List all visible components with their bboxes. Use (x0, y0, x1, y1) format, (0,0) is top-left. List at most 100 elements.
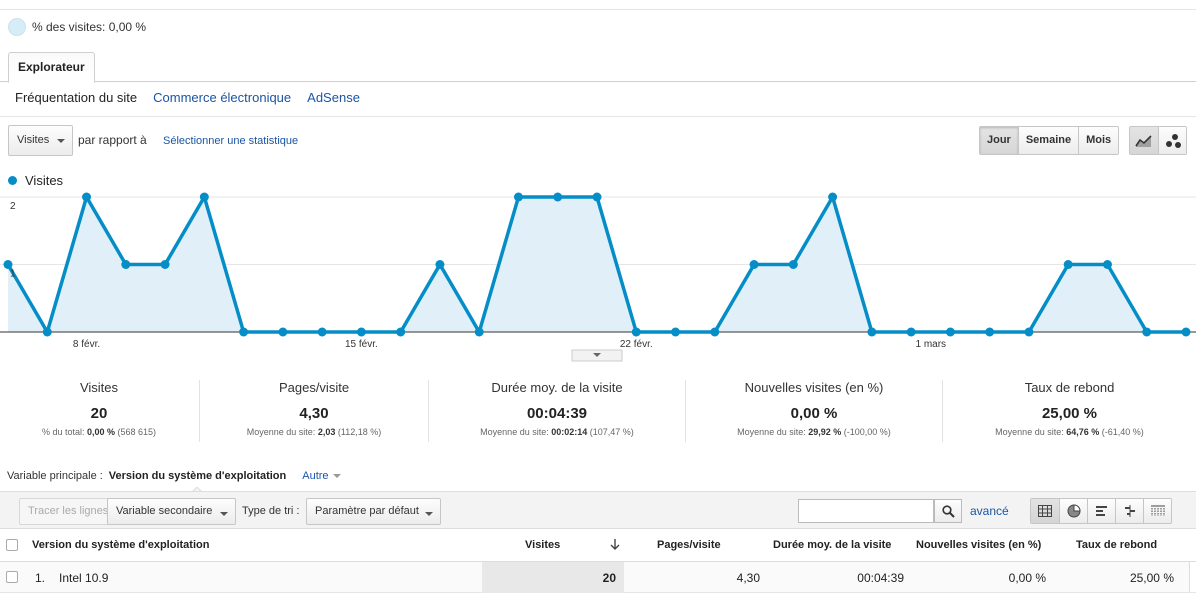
data-point[interactable] (121, 260, 131, 269)
metric-divider (199, 380, 200, 442)
col-nouvelles-visites[interactable]: Nouvelles visites (en %) (916, 539, 1042, 551)
chart-legend: Visites (8, 173, 63, 188)
table-search-input[interactable] (798, 499, 934, 523)
col-os[interactable]: Version du système d'exploitation (32, 539, 210, 551)
data-point[interactable] (278, 327, 288, 337)
row-checkbox[interactable] (6, 571, 18, 583)
data-point[interactable] (788, 260, 798, 269)
pie-view-button[interactable] (1059, 499, 1087, 523)
legend-dot-icon (8, 176, 17, 185)
data-point[interactable] (749, 260, 759, 269)
data-point[interactable] (1181, 327, 1191, 337)
col-taux-rebond[interactable]: Taux de rebond (1076, 539, 1158, 551)
row-visites: 20 (602, 571, 616, 585)
advanced-link[interactable]: avancé (970, 504, 1009, 518)
metric-divider (428, 380, 429, 442)
bar-icon (1095, 506, 1107, 516)
scrollbar[interactable] (1189, 562, 1196, 592)
primary-var-current[interactable]: Version du système d'exploitation (108, 470, 287, 482)
chart-controls: Visites par rapport à Sélectionner une s… (8, 125, 1188, 157)
search-button[interactable] (934, 499, 962, 523)
plot-rows-button[interactable]: Tracer les lignes (19, 498, 118, 525)
metric-divider (685, 380, 686, 442)
period-jour-button[interactable]: Jour (980, 127, 1018, 154)
col-duree[interactable]: Durée moy. de la visite (773, 539, 892, 551)
period-toggle: Jour Semaine Mois (979, 126, 1120, 155)
data-point[interactable] (867, 327, 877, 337)
comparison-icon (1124, 505, 1135, 517)
data-point[interactable] (239, 327, 249, 337)
motion-chart-icon (1165, 133, 1181, 148)
chevron-down-icon (332, 474, 341, 479)
data-point[interactable] (42, 327, 52, 337)
row-os-link[interactable]: Intel 10.9 (59, 571, 109, 585)
comparison-view-button[interactable] (1115, 499, 1143, 523)
data-point[interactable] (160, 260, 170, 269)
data-point[interactable] (985, 327, 995, 337)
row-nouvelles: 0,00 % (1008, 571, 1046, 585)
compare-label: par rapport à (78, 133, 147, 147)
data-point[interactable] (671, 327, 681, 337)
table-header: Version du système d'exploitation Visite… (0, 530, 1196, 562)
line-chart-icon (1135, 134, 1152, 147)
secondary-var-label: Variable secondaire (116, 505, 213, 517)
pivot-view-button[interactable] (1143, 499, 1171, 523)
tab-explorateur[interactable]: Explorateur (8, 52, 95, 83)
data-point[interactable] (945, 327, 955, 337)
data-point[interactable] (3, 260, 13, 269)
data-point[interactable] (592, 192, 602, 202)
data-point[interactable] (553, 192, 563, 202)
sort-select[interactable]: Paramètre par défaut (306, 498, 441, 525)
data-point[interactable] (474, 327, 484, 337)
data-point[interactable] (710, 327, 720, 337)
data-point[interactable] (1063, 260, 1073, 269)
sorted-column-bg (482, 562, 624, 593)
y-tick-label: 2 (10, 201, 16, 212)
data-point[interactable] (513, 192, 523, 202)
table-view-toggle (1030, 498, 1172, 524)
search-icon (941, 504, 955, 518)
data-point[interactable] (82, 192, 92, 202)
primary-var-other[interactable]: Autre (302, 470, 341, 482)
subnav-adsense[interactable]: AdSense (307, 90, 360, 105)
data-point[interactable] (435, 260, 445, 269)
data-point[interactable] (356, 327, 366, 337)
subnav-frequentation[interactable]: Fréquentation du site (15, 90, 138, 105)
data-point[interactable] (1102, 260, 1112, 269)
metric-divider (942, 380, 943, 442)
subnav-commerce[interactable]: Commerce électronique (153, 90, 292, 105)
sort-label: Type de tri : (242, 505, 300, 517)
sort-value: Paramètre par défaut (315, 505, 419, 517)
pie-icon (1067, 504, 1081, 518)
legend-label: Visites (25, 173, 64, 188)
metric-value: 25,00 % (1041, 405, 1098, 422)
data-point[interactable] (828, 192, 838, 202)
line-chart-button[interactable] (1130, 127, 1158, 154)
period-mois-button[interactable]: Mois (1078, 127, 1119, 154)
data-point[interactable] (317, 327, 327, 337)
metric-nouvelles-visites: Nouvelles visites (en %) 0,00 % Moyenne … (686, 378, 942, 446)
col-visites[interactable]: Visites (525, 539, 561, 551)
period-semaine-button[interactable]: Semaine (1017, 127, 1079, 154)
chevron-down-icon (57, 139, 65, 143)
pivot-icon (1150, 505, 1165, 516)
data-point[interactable] (1024, 327, 1034, 337)
secondary-var-select[interactable]: Variable secondaire (107, 498, 236, 525)
data-point[interactable] (1142, 327, 1152, 337)
metric-taux-rebond: Taux de rebond 25,00 % Moyenne du site: … (943, 378, 1196, 446)
motion-chart-button[interactable] (1158, 127, 1186, 154)
select-all-checkbox[interactable] (6, 539, 18, 551)
data-point[interactable] (396, 327, 406, 337)
bar-view-button[interactable] (1087, 499, 1115, 523)
data-point[interactable] (631, 327, 641, 337)
metric-sub: Moyenne du site: 64,76 % (-61,40 %) (995, 427, 1144, 437)
metric-select[interactable]: Visites (8, 125, 73, 156)
pie-icon (8, 18, 26, 36)
col-pages-visite[interactable]: Pages/visite (657, 539, 721, 551)
data-point[interactable] (906, 327, 916, 337)
subnav: Fréquentation du site Commerce électroni… (15, 90, 360, 105)
select-stat-link[interactable]: Sélectionner une statistique (163, 135, 299, 147)
data-point[interactable] (199, 192, 209, 202)
table-view-button[interactable] (1031, 499, 1059, 523)
metric-name: Visites (79, 380, 119, 395)
